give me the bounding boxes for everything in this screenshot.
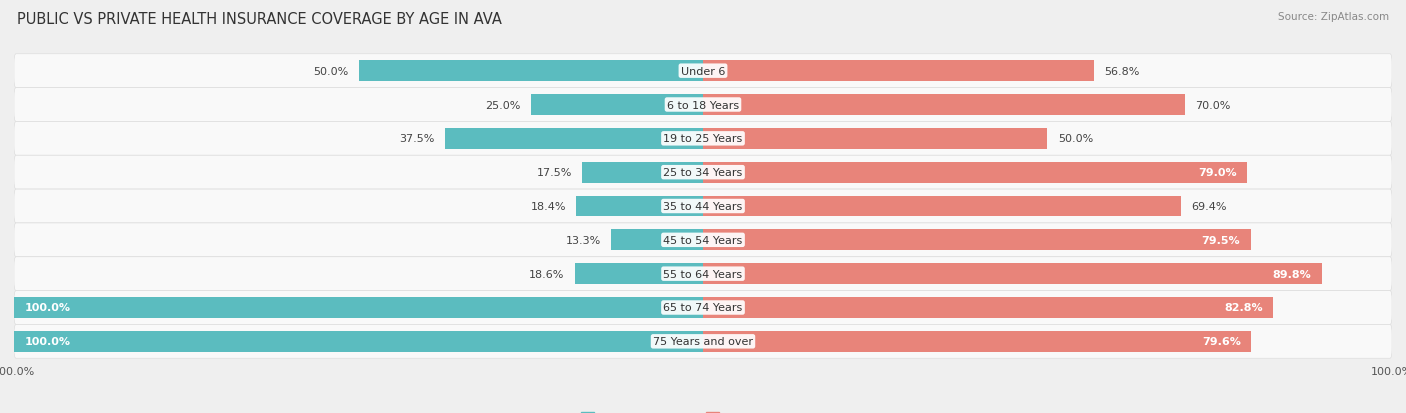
Bar xyxy=(703,263,1322,285)
Bar xyxy=(582,162,703,183)
Bar xyxy=(703,128,1047,150)
FancyBboxPatch shape xyxy=(14,88,1392,122)
Bar xyxy=(703,230,1251,251)
Bar xyxy=(444,128,703,150)
Text: 19 to 25 Years: 19 to 25 Years xyxy=(664,134,742,144)
FancyBboxPatch shape xyxy=(14,223,1392,257)
FancyBboxPatch shape xyxy=(14,325,1392,358)
Bar xyxy=(14,297,703,318)
Text: Under 6: Under 6 xyxy=(681,66,725,76)
Text: Source: ZipAtlas.com: Source: ZipAtlas.com xyxy=(1278,12,1389,22)
Text: 100.0%: 100.0% xyxy=(24,337,70,347)
FancyBboxPatch shape xyxy=(14,122,1392,156)
Text: 69.4%: 69.4% xyxy=(1191,202,1227,211)
Bar xyxy=(703,61,1094,82)
Bar xyxy=(703,162,1247,183)
Text: 45 to 54 Years: 45 to 54 Years xyxy=(664,235,742,245)
Legend: Public Insurance, Private Insurance: Public Insurance, Private Insurance xyxy=(576,408,830,413)
FancyBboxPatch shape xyxy=(14,55,1392,88)
Text: 89.8%: 89.8% xyxy=(1272,269,1312,279)
Bar xyxy=(703,297,1274,318)
Text: 35 to 44 Years: 35 to 44 Years xyxy=(664,202,742,211)
Text: 79.5%: 79.5% xyxy=(1202,235,1240,245)
Bar xyxy=(14,331,703,352)
Bar xyxy=(612,230,703,251)
Bar xyxy=(703,331,1251,352)
Text: PUBLIC VS PRIVATE HEALTH INSURANCE COVERAGE BY AGE IN AVA: PUBLIC VS PRIVATE HEALTH INSURANCE COVER… xyxy=(17,12,502,27)
FancyBboxPatch shape xyxy=(14,156,1392,190)
Text: 55 to 64 Years: 55 to 64 Years xyxy=(664,269,742,279)
Text: 65 to 74 Years: 65 to 74 Years xyxy=(664,303,742,313)
Text: 6 to 18 Years: 6 to 18 Years xyxy=(666,100,740,110)
Text: 37.5%: 37.5% xyxy=(399,134,434,144)
Text: 56.8%: 56.8% xyxy=(1105,66,1140,76)
Text: 50.0%: 50.0% xyxy=(1057,134,1092,144)
Text: 70.0%: 70.0% xyxy=(1195,100,1232,110)
Text: 18.6%: 18.6% xyxy=(529,269,565,279)
Text: 50.0%: 50.0% xyxy=(314,66,349,76)
Bar xyxy=(703,196,1181,217)
Bar xyxy=(531,95,703,116)
Text: 79.6%: 79.6% xyxy=(1202,337,1241,347)
Text: 25 to 34 Years: 25 to 34 Years xyxy=(664,168,742,178)
Text: 100.0%: 100.0% xyxy=(24,303,70,313)
Bar xyxy=(575,263,703,285)
Text: 75 Years and over: 75 Years and over xyxy=(652,337,754,347)
Text: 18.4%: 18.4% xyxy=(530,202,565,211)
FancyBboxPatch shape xyxy=(14,291,1392,325)
Text: 13.3%: 13.3% xyxy=(565,235,600,245)
Bar xyxy=(703,95,1185,116)
Bar xyxy=(576,196,703,217)
Bar xyxy=(359,61,703,82)
Text: 25.0%: 25.0% xyxy=(485,100,520,110)
Text: 79.0%: 79.0% xyxy=(1198,168,1237,178)
FancyBboxPatch shape xyxy=(14,190,1392,223)
FancyBboxPatch shape xyxy=(14,257,1392,291)
Text: 17.5%: 17.5% xyxy=(537,168,572,178)
Text: 82.8%: 82.8% xyxy=(1225,303,1263,313)
